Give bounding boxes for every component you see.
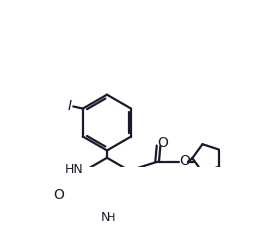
Text: O: O (179, 154, 190, 168)
Text: H: H (107, 213, 116, 223)
Text: HN: HN (65, 163, 84, 176)
Text: I: I (67, 99, 72, 113)
Text: N: N (101, 212, 110, 225)
Text: O: O (53, 188, 64, 202)
Text: O: O (158, 136, 168, 150)
